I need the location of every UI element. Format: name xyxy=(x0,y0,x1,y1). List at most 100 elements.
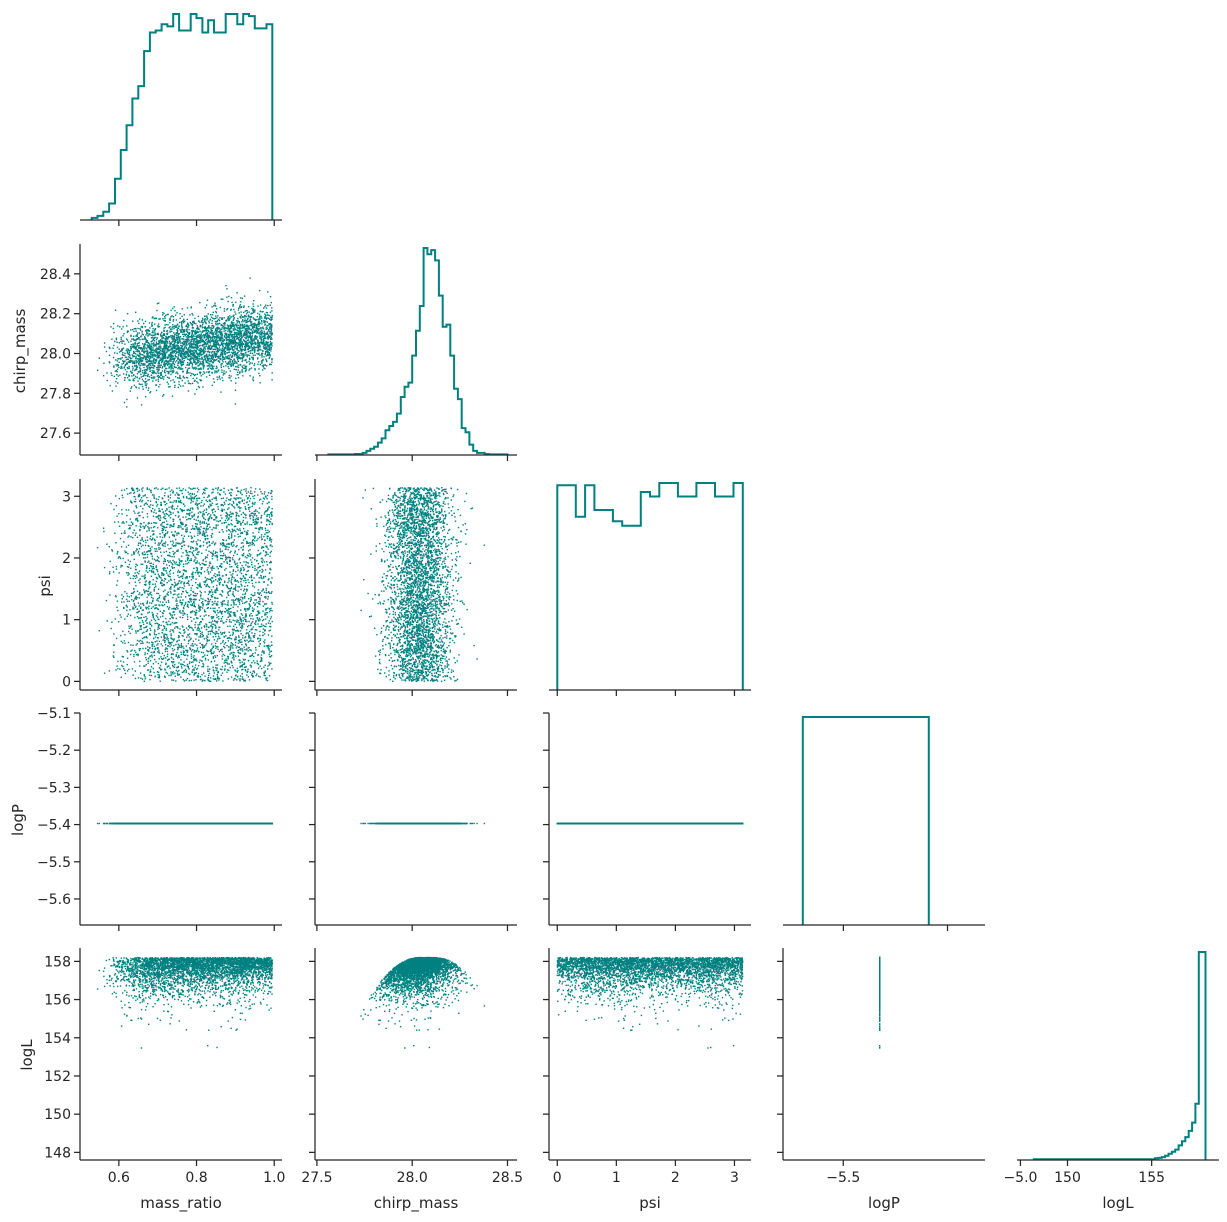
data-point xyxy=(251,338,253,340)
data-point xyxy=(239,323,242,326)
data-point xyxy=(232,619,234,621)
data-point xyxy=(127,341,130,343)
data-point xyxy=(208,320,210,322)
data-point xyxy=(265,625,267,628)
data-point xyxy=(194,624,196,626)
data-point xyxy=(196,325,198,327)
data-point xyxy=(191,327,194,329)
data-point xyxy=(214,573,216,575)
data-point xyxy=(120,660,122,662)
data-point xyxy=(199,595,202,597)
data-point xyxy=(121,594,123,596)
data-point xyxy=(135,330,137,332)
data-point xyxy=(232,360,234,362)
data-point xyxy=(144,357,146,359)
data-point xyxy=(242,575,244,577)
data-point xyxy=(135,585,137,587)
data-point xyxy=(176,603,178,605)
data-point xyxy=(232,342,234,344)
data-point xyxy=(228,349,230,351)
data-point xyxy=(140,364,142,366)
data-point xyxy=(131,599,133,601)
data-point xyxy=(177,368,179,370)
data-point xyxy=(232,315,234,317)
data-point xyxy=(219,626,221,629)
data-point xyxy=(218,338,221,341)
data-point xyxy=(186,592,189,594)
data-point xyxy=(187,338,189,341)
data-point xyxy=(221,371,223,373)
data-point xyxy=(230,380,232,382)
data-point xyxy=(210,594,213,597)
data-point xyxy=(182,357,185,359)
data-point xyxy=(186,370,188,372)
data-point xyxy=(226,362,228,365)
data-point xyxy=(247,354,250,356)
data-point xyxy=(213,336,216,338)
data-point xyxy=(265,496,267,498)
data-point xyxy=(144,557,147,559)
data-point xyxy=(211,364,213,366)
data-point xyxy=(235,301,237,304)
data-point xyxy=(261,364,264,367)
data-point xyxy=(237,655,240,657)
data-point xyxy=(212,527,215,529)
data-point xyxy=(160,352,163,355)
data-point xyxy=(234,403,237,405)
data-point xyxy=(178,497,180,499)
data-point xyxy=(160,333,162,336)
data-point xyxy=(205,304,208,306)
data-point xyxy=(146,652,149,655)
data-point xyxy=(181,379,183,382)
data-point xyxy=(185,324,188,326)
data-point xyxy=(250,316,253,318)
data-point xyxy=(237,360,239,362)
data-point xyxy=(207,345,210,348)
data-point xyxy=(215,323,217,326)
data-point xyxy=(116,346,119,349)
data-point xyxy=(197,341,199,343)
data-point xyxy=(241,585,243,587)
data-point xyxy=(193,518,195,520)
data-point xyxy=(129,526,131,529)
data-point xyxy=(263,341,265,344)
data-point xyxy=(103,342,106,344)
data-point xyxy=(185,333,188,335)
data-point xyxy=(159,582,162,584)
data-point xyxy=(158,640,161,643)
data-point xyxy=(134,606,137,608)
data-point xyxy=(270,324,272,327)
y-tick-label: 28.4 xyxy=(40,267,71,283)
data-point xyxy=(136,344,138,346)
data-point xyxy=(268,661,270,664)
data-point xyxy=(201,364,204,366)
data-point xyxy=(118,351,121,353)
data-point xyxy=(270,541,272,543)
data-point xyxy=(206,341,208,343)
data-point xyxy=(158,368,160,370)
data-point xyxy=(268,608,271,610)
data-point xyxy=(165,335,167,338)
data-point xyxy=(167,349,169,351)
data-point xyxy=(172,370,174,372)
data-point xyxy=(208,355,210,357)
data-point xyxy=(120,336,122,339)
data-point xyxy=(207,332,209,334)
data-point xyxy=(153,588,155,591)
data-point xyxy=(188,355,190,358)
data-point xyxy=(178,346,181,348)
data-point xyxy=(165,617,167,620)
data-point xyxy=(194,346,196,348)
data-point xyxy=(226,562,228,565)
data-point xyxy=(138,361,140,363)
data-point xyxy=(144,355,146,357)
data-point xyxy=(240,352,242,354)
data-point xyxy=(262,369,264,371)
data-point xyxy=(176,626,179,628)
data-point xyxy=(176,651,178,654)
data-point xyxy=(204,492,206,495)
data-point xyxy=(268,318,271,320)
data-point xyxy=(240,343,243,345)
data-point xyxy=(204,341,207,344)
data-point xyxy=(198,334,200,336)
